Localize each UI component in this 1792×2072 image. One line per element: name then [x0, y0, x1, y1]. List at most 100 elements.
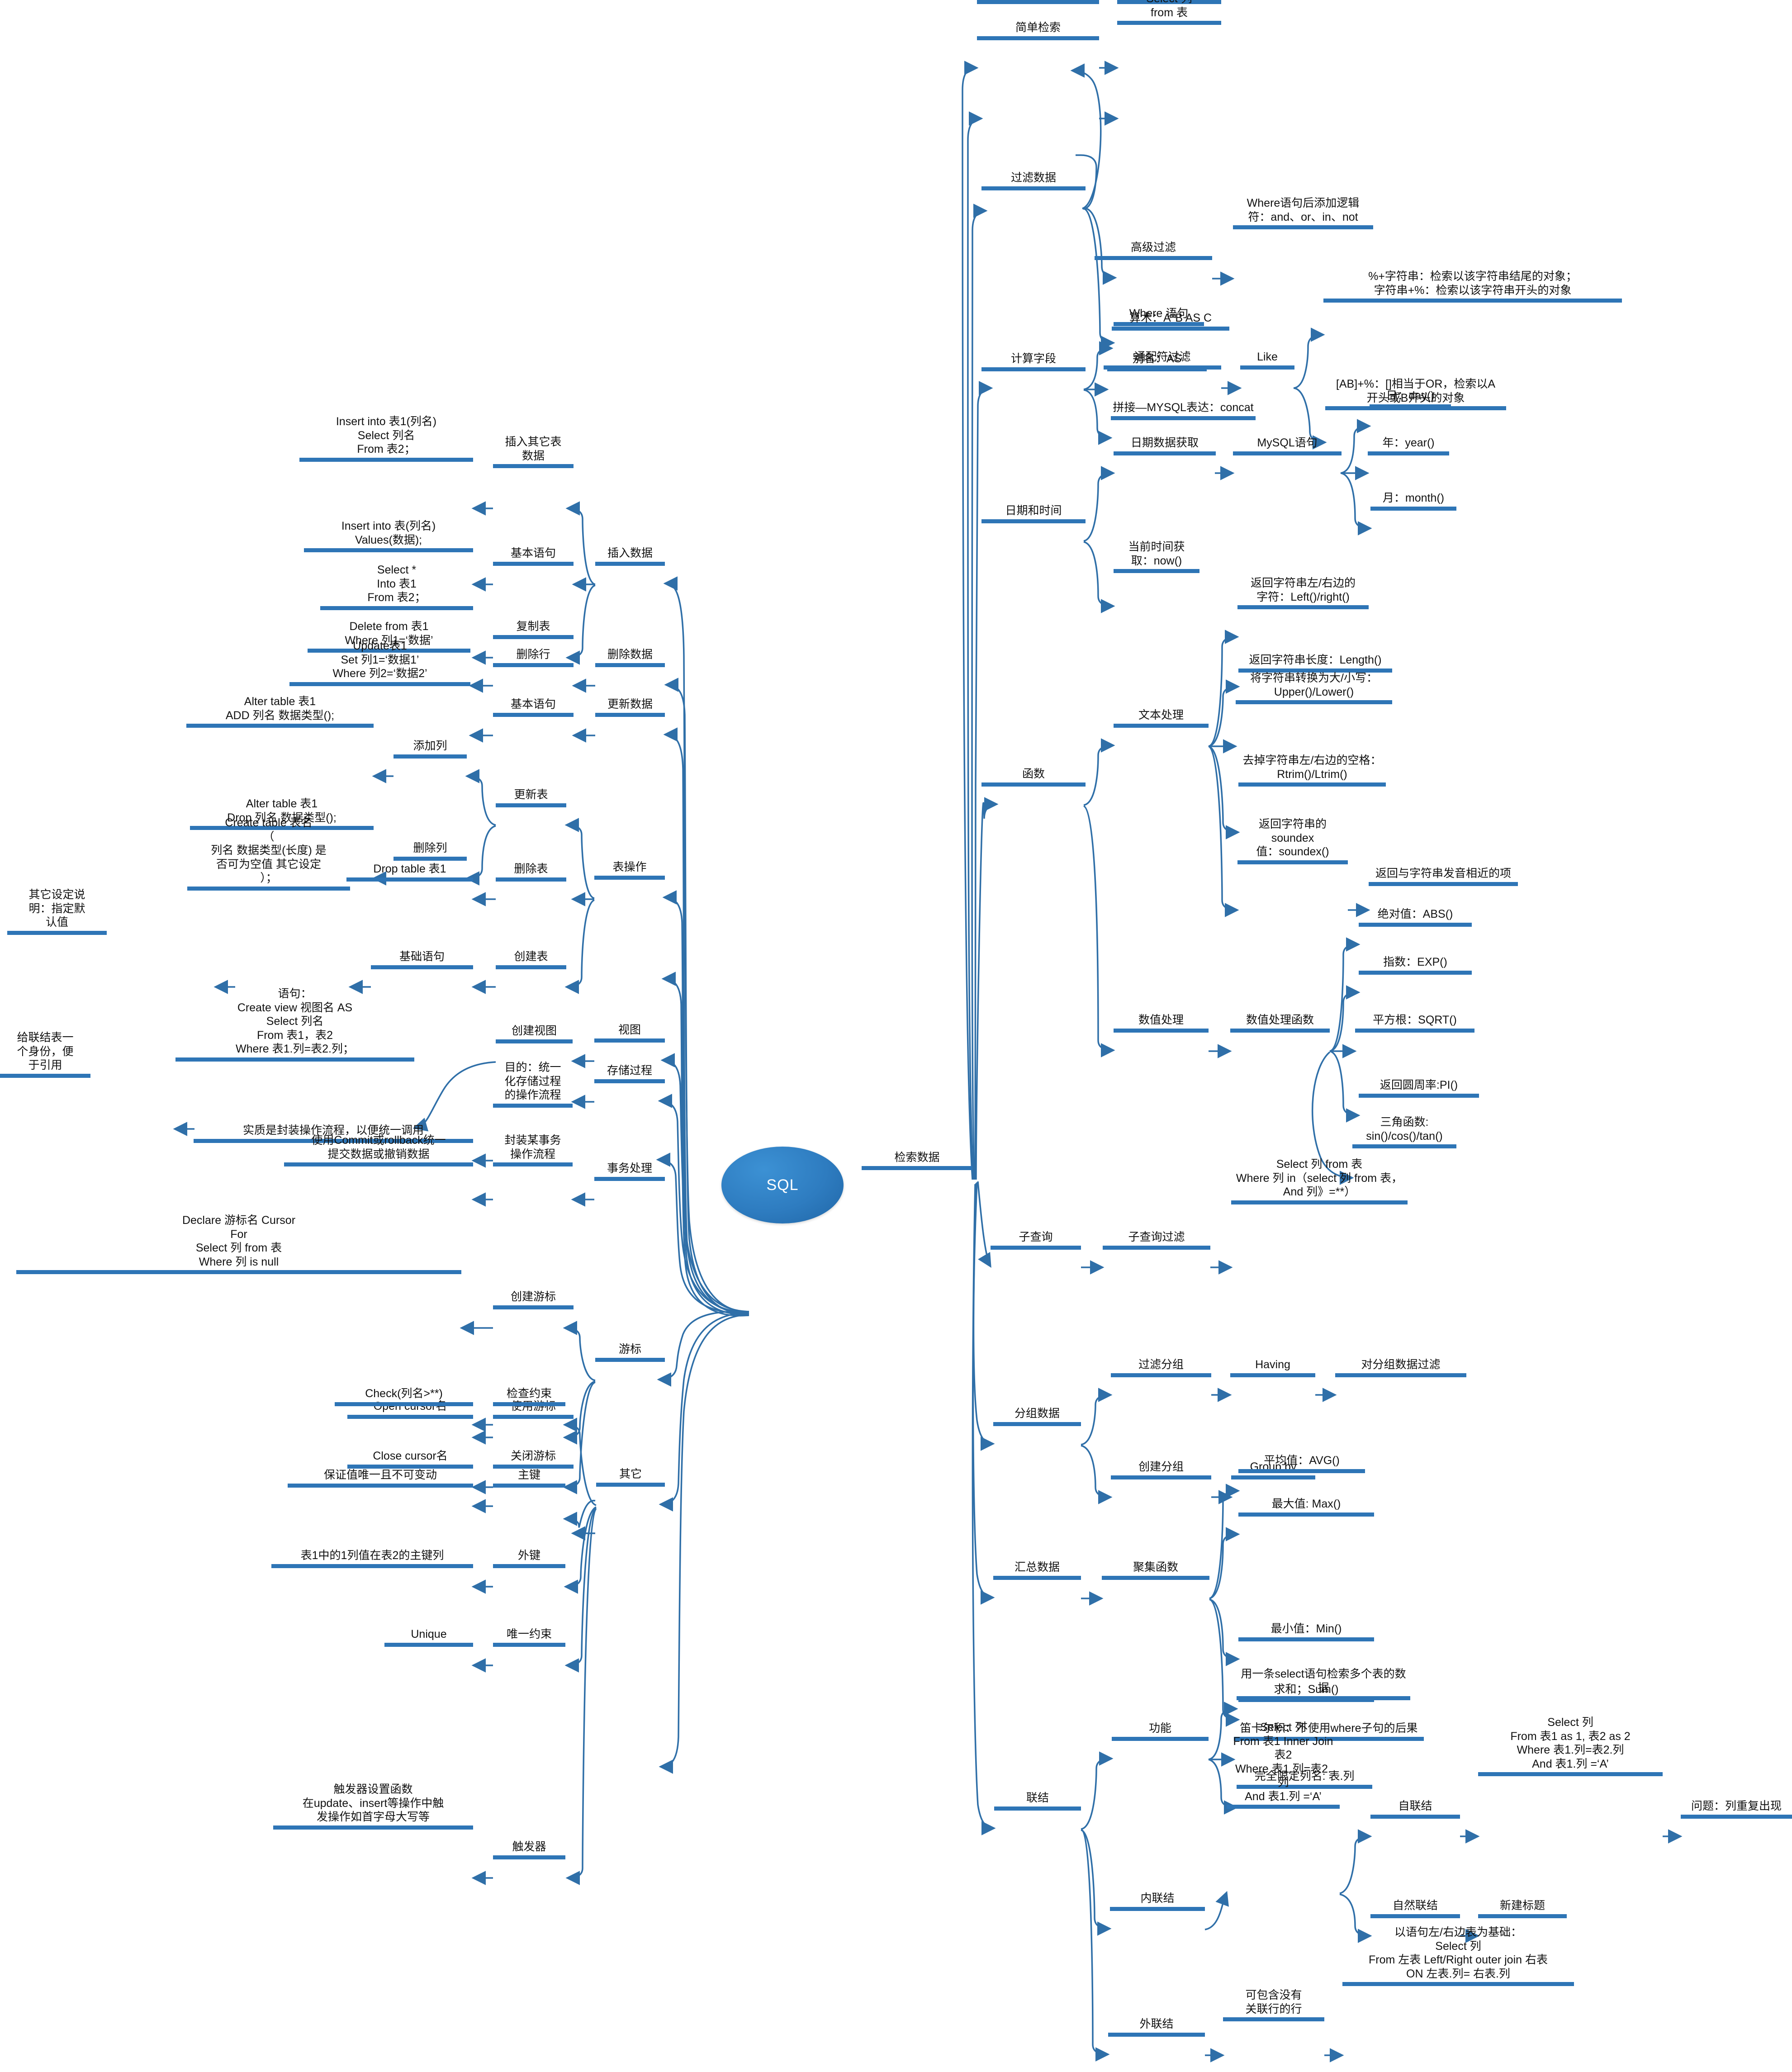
node-numeric-processing[interactable]: 数值处理: [1114, 1013, 1209, 1033]
node-calculated-field[interactable]: 计算字段: [981, 352, 1086, 371]
node-unique-constraint-detail[interactable]: Unique: [384, 1627, 473, 1647]
node-join-feature-qualified-name[interactable]: 完全限定列名: 表.列: [1237, 1769, 1372, 1789]
node-self-join-detail[interactable]: Select 列 From 表1 as 1, 表2 as 2 Where 表1.…: [1478, 1716, 1663, 1776]
node-advanced-filter[interactable]: 高级过滤: [1095, 241, 1212, 260]
node-inner-join[interactable]: 内联结: [1110, 1892, 1205, 1911]
node-trig-fn[interactable]: 三角函数: sin()/cos()/tan(): [1352, 1115, 1456, 1148]
node-close-cursor[interactable]: 关闭游标: [493, 1449, 574, 1469]
node-aggregate-functions[interactable]: 聚集函数: [1102, 1560, 1209, 1580]
node-insert-basic-detail[interactable]: Insert into 表(列名) Values(数据);: [304, 519, 473, 552]
node-now-fn[interactable]: 当前时间获 取：now(): [1114, 540, 1199, 573]
node-text-processing[interactable]: 文本处理: [1114, 708, 1209, 728]
node-procedure-purpose[interactable]: 目的：统一 化存储过程 的操作流程: [493, 1061, 573, 1108]
node-transaction[interactable]: 事务处理: [594, 1162, 665, 1181]
node-order-by[interactable]: Order by: [1117, 0, 1221, 4]
node-create-table-detail[interactable]: Create table 表名 （ 列名 数据类型(长度) 是 否可为空值 其它…: [187, 816, 350, 891]
node-transaction-wrap[interactable]: 封装某事务 操作流程: [493, 1133, 573, 1166]
node-inner-join-detail[interactable]: Select 列 From 表1 Inner Join 表2 Where 表1.…: [1227, 1721, 1340, 1809]
node-foreign-key[interactable]: 外键: [493, 1549, 565, 1568]
node-procedure-essence[interactable]: 实质是封装操作流程，以便统一调用: [194, 1124, 473, 1143]
node-date-time[interactable]: 日期和时间: [981, 504, 1086, 523]
node-advanced-filter-detail[interactable]: Where语句后添加逻辑 符：and、or、in、not: [1233, 196, 1373, 229]
node-other-setting-note[interactable]: 其它设定说 明：指定默 认值: [7, 888, 107, 935]
node-trigger[interactable]: 触发器: [493, 1840, 565, 1859]
node-primary-key[interactable]: 主键: [493, 1468, 565, 1488]
node-min-fn[interactable]: 最小值：Min(): [1238, 1622, 1374, 1641]
node-primary-key-detail[interactable]: 保证值唯一且不可变动: [288, 1468, 473, 1488]
node-copy-table[interactable]: 复制表: [493, 620, 574, 639]
node-sort-search[interactable]: 排序检索: [977, 0, 1099, 4]
node-year-fn[interactable]: 年：year(): [1368, 436, 1449, 455]
node-date-get[interactable]: 日期数据获取: [1114, 436, 1216, 455]
node-close-cursor-detail[interactable]: Close cursor名: [347, 1449, 473, 1469]
node-table-operations[interactable]: 表操作: [594, 860, 665, 880]
node-insert-data[interactable]: 插入数据: [595, 546, 665, 566]
node-month-fn[interactable]: 月：month(): [1370, 491, 1456, 511]
node-group-data[interactable]: 分组数据: [993, 1407, 1081, 1426]
node-avg-fn[interactable]: 平均值：AVG(): [1238, 1454, 1365, 1473]
node-concat[interactable]: 拼接—MYSQL表达：concat: [1111, 401, 1256, 420]
node-create-view-detail[interactable]: 语句： Create view 视图名 AS Select 列名 From 表1…: [175, 987, 414, 1062]
node-subquery-filter[interactable]: 子查询过滤: [1103, 1230, 1210, 1250]
node-pi-fn[interactable]: 返回圆周率:PI(): [1359, 1078, 1479, 1098]
root-node-sql[interactable]: SQL: [721, 1147, 844, 1223]
node-cursor[interactable]: 游标: [595, 1342, 665, 1362]
node-exp-fn[interactable]: 指数：EXP(): [1359, 955, 1472, 975]
node-day-fn[interactable]: 日：day(): [1370, 389, 1451, 408]
node-create-table[interactable]: 创建表: [496, 950, 566, 969]
node-trigger-detail[interactable]: 触发器设置函数 在update、insert等操作中触 发操作如首字母大写等: [273, 1783, 473, 1830]
node-filter-group[interactable]: 过滤分组: [1111, 1358, 1211, 1377]
node-update-basic[interactable]: 基本语句: [493, 697, 574, 717]
node-update-data[interactable]: 更新数据: [595, 697, 665, 717]
node-check-constraint[interactable]: 检查约束: [493, 1387, 565, 1406]
node-self-join-issue[interactable]: 问题：列重复出现: [1681, 1799, 1792, 1819]
node-arithmetic[interactable]: 算术：A*B AS C: [1112, 311, 1229, 331]
node-sqrt-fn[interactable]: 平方根：SQRT(): [1355, 1013, 1474, 1033]
node-alias-as[interactable]: 别名：AS: [1107, 352, 1207, 371]
node-delete-data[interactable]: 删除数据: [595, 648, 665, 667]
node-unique-constraint[interactable]: 唯一约束: [493, 1627, 565, 1647]
node-soundex-note[interactable]: 返回与字符串发音相近的项: [1369, 867, 1518, 886]
node-natural-join-detail[interactable]: 新建标题: [1478, 1899, 1567, 1918]
node-functions[interactable]: 函数: [981, 767, 1086, 787]
node-summary-data[interactable]: 汇总数据: [993, 1560, 1081, 1580]
node-left-right-fn[interactable]: 返回字符串左/右边的 字符：Left()/right(): [1237, 576, 1369, 609]
node-check-constraint-detail[interactable]: Check(列名>**): [335, 1387, 473, 1406]
node-drop-column-detail[interactable]: Alter table 表1 Drop 列名 数据类型();: [190, 797, 374, 830]
node-update-detail[interactable]: Update表1 Set 列1=‘数据1’ Where 列2=‘数据2’: [289, 639, 470, 686]
node-delete-row[interactable]: 删除行: [493, 648, 574, 667]
node-delete-detail[interactable]: Delete from 表1 Where 列1=‘数据’: [308, 620, 470, 653]
node-like[interactable]: Like: [1240, 350, 1294, 370]
node-transaction-detail[interactable]: 使用Commit或rollback统一 提交数据或撤销数据: [284, 1133, 473, 1166]
node-create-table-basic[interactable]: 基础语句: [371, 950, 473, 969]
node-join-feature-multi-table[interactable]: 用一条select语句检索多个表的数据: [1237, 1667, 1410, 1700]
node-upper-lower-fn[interactable]: 将字符串转换为大/小写： Upper()/Lower(): [1236, 671, 1392, 704]
node-create-group[interactable]: 创建分组: [1111, 1460, 1211, 1479]
node-add-column-detail[interactable]: Alter table 表1 ADD 列名 数据类型();: [186, 695, 374, 728]
node-join-feature[interactable]: 功能: [1112, 1721, 1209, 1741]
node-view[interactable]: 视图: [594, 1023, 665, 1043]
node-subquery-detail[interactable]: Select 列 from 表 Where 列 in（select 列 from…: [1231, 1157, 1408, 1204]
node-join-alias-note[interactable]: 给联结表一 个身份，便 于引用: [0, 1031, 90, 1078]
node-simple-search[interactable]: 简单检索: [977, 21, 1099, 40]
node-soundex-fn[interactable]: 返回字符串的soundex 值：soundex(): [1237, 817, 1348, 864]
node-outer-join-detail[interactable]: 以语句左/右边表为基础： Select 列 From 左表 Left/Right…: [1342, 1925, 1574, 1986]
node-insert-other-table-detail[interactable]: Insert into 表1(列名) Select 列名 From 表2；: [299, 415, 473, 462]
node-natural-join[interactable]: 自然联结: [1370, 1899, 1460, 1918]
node-self-join[interactable]: 自联结: [1370, 1799, 1460, 1819]
node-create-cursor[interactable]: 创建游标: [493, 1290, 574, 1309]
node-filter-data[interactable]: 过滤数据: [981, 171, 1086, 190]
node-abs-fn[interactable]: 绝对值：ABS(): [1359, 907, 1472, 927]
node-length-fn[interactable]: 返回字符串长度：Length(): [1238, 653, 1392, 673]
node-others[interactable]: 其它: [596, 1467, 665, 1487]
node-stored-procedure[interactable]: 存储过程: [594, 1064, 665, 1083]
node-update-table[interactable]: 更新表: [496, 788, 566, 807]
node-foreign-key-detail[interactable]: 表1中的1列值在表2的主键列: [271, 1549, 473, 1568]
node-like-bracket-or[interactable]: [AB]+%：[]相当于OR，检索以A 开头或B开头的对象: [1325, 377, 1506, 410]
node-max-fn[interactable]: 最大值: Max(): [1238, 1497, 1374, 1517]
node-retrieve-data[interactable]: 检索数据: [862, 1151, 972, 1170]
node-join-feature-cartesian[interactable]: 笛卡尔积：不使用where子句的后果: [1234, 1721, 1424, 1741]
node-create-cursor-detail[interactable]: Declare 游标名 Cursor For Select 列 from 表 W…: [16, 1214, 461, 1274]
node-subquery[interactable]: 子查询: [991, 1230, 1081, 1250]
node-drop-column[interactable]: 删除列: [393, 841, 467, 861]
